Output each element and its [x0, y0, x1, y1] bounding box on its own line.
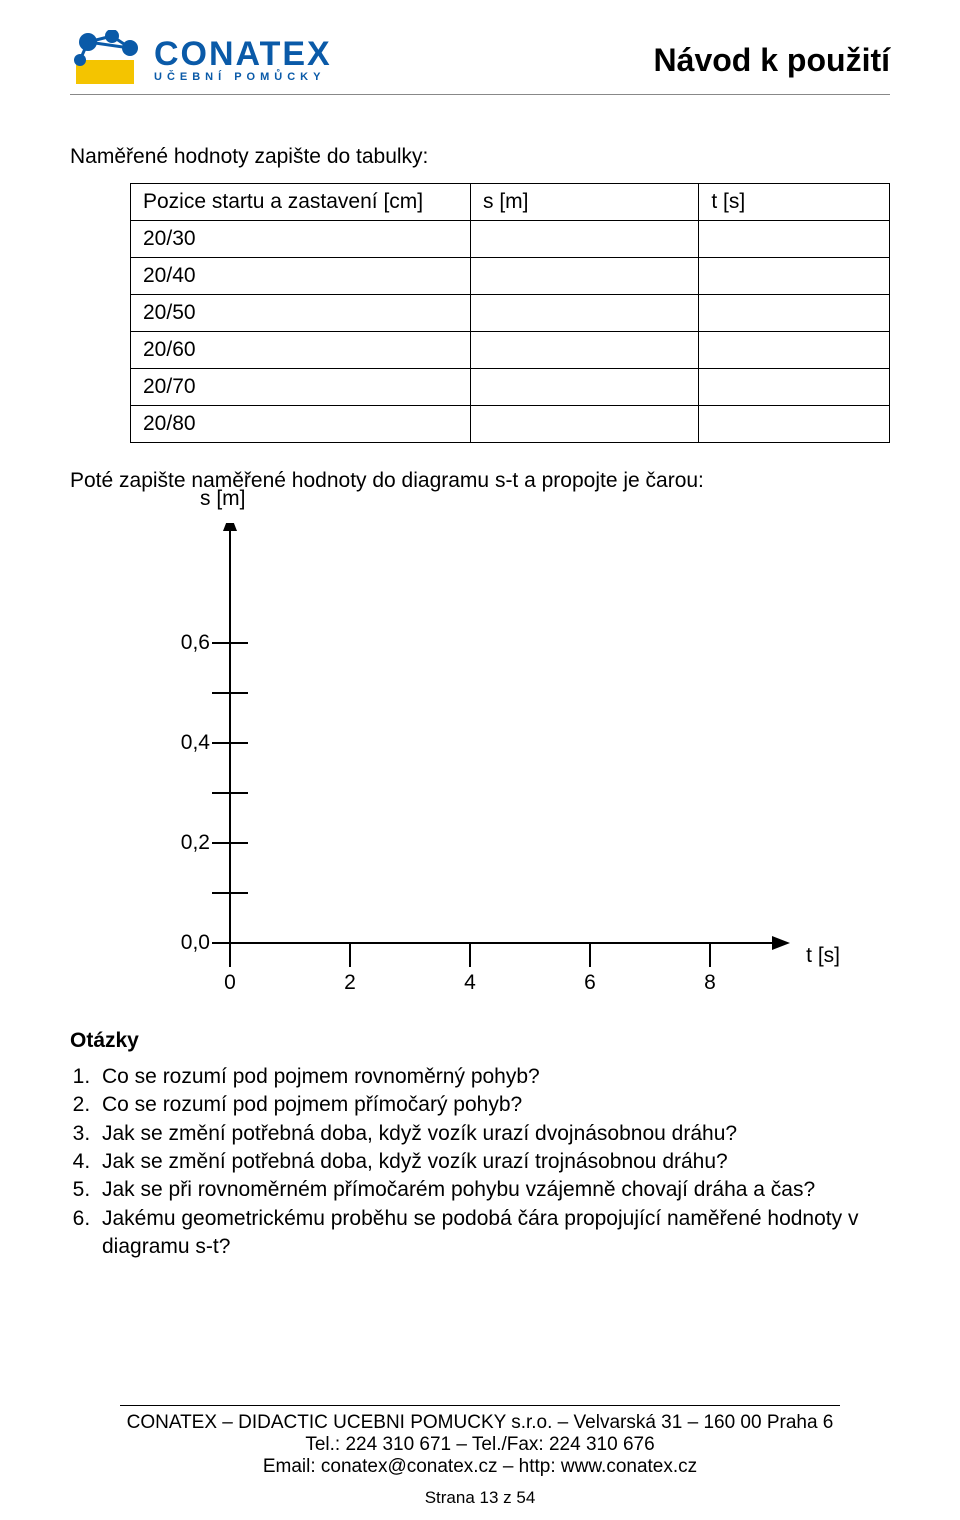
logo-subtitle: UČEBNÍ POMŮCKY	[154, 71, 332, 83]
intro-text: Naměřené hodnoty zapište do tabulky:	[70, 145, 890, 169]
table-header-row: Pozice startu a zastavení [cm] s [m] t […	[131, 184, 890, 221]
question-item: Jakému geometrickému proběhu se podobá č…	[96, 1205, 890, 1262]
footer-rule	[120, 1405, 840, 1406]
questions-list: Co se rozumí pod pojmem rovnoměrný pohyb…	[96, 1063, 890, 1261]
chart-y-tick: 0,6	[160, 631, 210, 655]
chart-y-tick: 0,4	[160, 731, 210, 755]
page-number: Strana 13 z 54	[0, 1488, 960, 1508]
measurements-table: Pozice startu a zastavení [cm] s [m] t […	[130, 183, 890, 443]
question-item: Jak se změní potřebná doba, když vozík u…	[96, 1148, 890, 1176]
logo-name: CONATEX	[154, 37, 332, 71]
footer-line: CONATEX – DIDACTIC UCEBNI POMUCKY s.r.o.…	[70, 1412, 890, 1434]
chart-x-label: t [s]	[806, 944, 840, 968]
page-header: CONATEX UČEBNÍ POMŮCKY Návod k použití	[70, 30, 890, 95]
chart-x-tick: 2	[330, 971, 370, 995]
col-header: Pozice startu a zastavení [cm]	[131, 184, 471, 221]
table-row: 20/40	[131, 258, 890, 295]
table-row: 20/30	[131, 221, 890, 258]
chart-x-tick: 0	[210, 971, 250, 995]
question-item: Co se rozumí pod pojmem přímočarý pohyb?	[96, 1091, 890, 1119]
table-row: 20/60	[131, 332, 890, 369]
question-item: Jak se při rovnoměrném přímočarém pohybu…	[96, 1176, 890, 1204]
chart-x-tick: 6	[570, 971, 610, 995]
chart-x-tick: 4	[450, 971, 490, 995]
chart-axes-icon	[130, 523, 830, 1023]
table-row: 20/70	[131, 369, 890, 406]
question-item: Co se rozumí pod pojmem rovnoměrný pohyb…	[96, 1063, 890, 1091]
after-table-text: Poté zapište naměřené hodnoty do diagram…	[70, 469, 890, 493]
logo-icon	[70, 30, 148, 90]
table-row: 20/50	[131, 295, 890, 332]
chart-y-tick: 0,0	[160, 931, 210, 955]
chart-y-tick: 0,2	[160, 831, 210, 855]
chart-x-tick: 8	[690, 971, 730, 995]
footer-line: Email: conatex@conatex.cz – http: www.co…	[70, 1456, 890, 1478]
page-title: Návod k použití	[654, 42, 890, 79]
col-header: t [s]	[699, 184, 890, 221]
page-footer: CONATEX – DIDACTIC UCEBNI POMUCKY s.r.o.…	[70, 1405, 890, 1478]
logo: CONATEX UČEBNÍ POMŮCKY	[70, 30, 332, 90]
question-item: Jak se změní potřebná doba, když vozík u…	[96, 1120, 890, 1148]
questions-heading: Otázky	[70, 1029, 890, 1053]
st-chart: s [m] t [s] 0,60,40,20,0 02468	[130, 523, 830, 1023]
chart-y-label: s [m]	[200, 487, 246, 511]
footer-line: Tel.: 224 310 671 – Tel./Fax: 224 310 67…	[70, 1434, 890, 1456]
table-row: 20/80	[131, 406, 890, 443]
col-header: s [m]	[471, 184, 699, 221]
